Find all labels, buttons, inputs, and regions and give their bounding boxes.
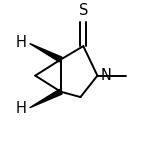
Text: H: H [16, 35, 27, 50]
Text: S: S [79, 3, 88, 18]
Polygon shape [30, 89, 62, 108]
Polygon shape [30, 43, 62, 62]
Text: H: H [16, 101, 27, 116]
Text: N: N [101, 68, 112, 83]
